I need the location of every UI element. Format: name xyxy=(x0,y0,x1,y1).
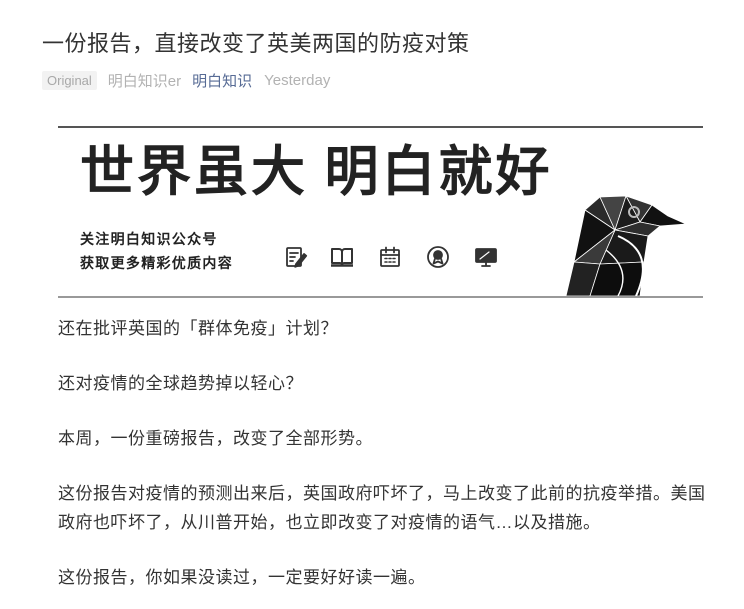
calendar-icon xyxy=(378,245,402,269)
banner-bottom-divider xyxy=(58,296,703,298)
banner-headline: 世界虽大 明白就好 xyxy=(80,142,553,202)
banner-image: 世界虽大 明白就好 关注明白知识公众号 获取更多精彩优质内容 xyxy=(58,126,703,298)
paragraph: 还对疫情的全球趋势掉以轻心？ xyxy=(58,374,303,393)
publish-time: Yesterday xyxy=(264,71,331,89)
bird-eye xyxy=(628,206,640,218)
paragraph: 这份报告，你如果没读过，一定要好好读一遍。 xyxy=(58,568,426,587)
book-icon xyxy=(330,245,354,269)
author-name: 明白知识er xyxy=(107,72,182,90)
article-meta: Original 明白知识er 明白知识 Yesterday xyxy=(42,70,330,90)
paragraph: 还在批评英国的「群体免疫」计划？ xyxy=(58,319,338,338)
award-badge-icon xyxy=(426,245,450,269)
monitor-icon xyxy=(474,245,498,269)
account-link[interactable]: 明白知识 xyxy=(192,72,253,90)
article-title: 一份报告，直接改变了英美两国的防疫对策 xyxy=(42,31,470,56)
original-badge: Original xyxy=(42,70,97,90)
paragraph: 本周，一份重磅报告，改变了全部形势。 xyxy=(58,429,373,448)
edit-document-icon xyxy=(284,245,308,269)
banner-top-divider xyxy=(58,126,703,128)
banner-slogan-line2: 获取更多精彩优质内容 xyxy=(80,257,233,272)
bird-illustration xyxy=(560,192,690,297)
banner-slogan-line1: 关注明白知识公众号 xyxy=(80,233,218,248)
article-body: 还在批评英国的「群体免疫」计划？ 还对疫情的全球趋势掉以轻心？ 本周，一份重磅报… xyxy=(58,314,708,609)
paragraph: 这份报告对疫情的预测出来后，英国政府吓坏了，马上改变了此前的抗疫举措。美国政府也… xyxy=(58,484,706,532)
